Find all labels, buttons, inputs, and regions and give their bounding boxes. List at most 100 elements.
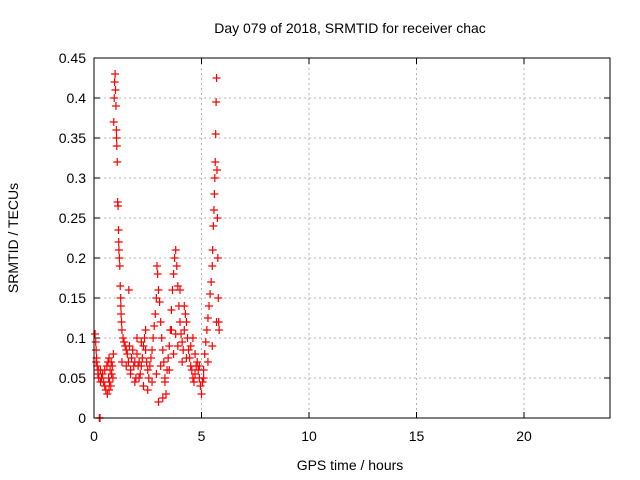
data-point: [137, 338, 146, 346]
data-point: [156, 318, 165, 326]
data-point: [160, 378, 169, 386]
data-point: [148, 378, 157, 386]
data-point: [109, 118, 118, 126]
y-tick-label: 0.35: [59, 130, 86, 146]
data-point: [116, 282, 125, 290]
data-point: [114, 238, 123, 246]
data-point: [165, 342, 174, 350]
data-point: [180, 326, 189, 334]
data-point: [208, 262, 217, 270]
x-tick-label: 0: [90, 428, 98, 444]
data-point: [208, 246, 217, 254]
data-point: [119, 334, 128, 342]
data-point: [171, 330, 180, 338]
data-point: [111, 86, 120, 94]
data-point: [91, 330, 100, 338]
data-point: [157, 334, 166, 342]
data-point: [214, 294, 223, 302]
data-point: [105, 386, 114, 394]
data-point: [188, 334, 197, 342]
x-axis-label: GPS time / hours: [297, 457, 404, 473]
data-point: [122, 362, 131, 370]
data-point: [115, 262, 124, 270]
y-tick-label: 0.2: [67, 250, 87, 266]
data-point: [114, 246, 123, 254]
data-point: [171, 246, 180, 254]
data-point: [172, 262, 181, 270]
data-point: [208, 342, 217, 350]
data-point: [115, 254, 124, 262]
data-point: [212, 318, 221, 326]
data-point: [156, 362, 165, 370]
data-point: [130, 378, 139, 386]
y-axis-label: SRMTID / TECUs: [5, 183, 21, 293]
data-point: [154, 398, 163, 406]
data-point: [211, 158, 220, 166]
data-point: [209, 222, 218, 230]
data-point: [205, 302, 214, 310]
data-point: [133, 350, 141, 358]
data-point: [116, 302, 125, 310]
data-point: [153, 270, 162, 278]
data-point: [112, 126, 121, 134]
data-point: [109, 350, 118, 358]
data-point: [213, 254, 222, 262]
data-point: [152, 262, 161, 270]
data-point: [120, 338, 129, 346]
data-point: [180, 302, 189, 310]
data-point: [209, 206, 218, 214]
data-point: [133, 334, 141, 342]
data-point: [139, 382, 148, 390]
data-point: [114, 226, 123, 234]
x-tick-label: 20: [516, 428, 532, 444]
x-tick-label: 5: [198, 428, 206, 444]
data-point: [148, 346, 157, 354]
plot-border: [93, 57, 611, 419]
data-point: [136, 370, 145, 378]
data-point: [158, 346, 167, 354]
data-point: [213, 214, 222, 222]
data-point: [126, 370, 135, 378]
data-point: [165, 366, 174, 374]
data-point: [103, 390, 112, 398]
data-point: [207, 278, 216, 286]
data-point: [107, 358, 116, 366]
data-point: [111, 102, 120, 110]
data-point: [198, 378, 207, 386]
data-point: [154, 286, 163, 294]
y-tick-label: 0.15: [59, 290, 86, 306]
x-tick-label: 15: [409, 428, 425, 444]
data-point: [123, 350, 132, 358]
data-point: [168, 286, 177, 294]
y-tick-label: 0.3: [67, 170, 87, 186]
data-point: [212, 166, 221, 174]
data-point: [200, 350, 209, 358]
y-tick-label: 0: [78, 410, 86, 426]
y-tick-label: 0.4: [67, 90, 87, 106]
data-point: [167, 326, 176, 334]
data-point: [114, 202, 123, 210]
data-point: [169, 270, 178, 278]
data-point: [173, 342, 182, 350]
data-point: [117, 326, 126, 334]
data-point: [181, 310, 190, 318]
data-point: [105, 378, 114, 386]
data-point: [155, 298, 164, 306]
data-point: [212, 74, 221, 82]
data-point: [124, 286, 133, 294]
y-tick-label: 0.1: [67, 330, 87, 346]
data-point: [146, 354, 155, 362]
data-point: [143, 386, 152, 394]
y-tick-label: 0.45: [59, 50, 86, 66]
data-point: [92, 358, 101, 366]
data-point: [164, 354, 173, 362]
data-point: [182, 318, 191, 326]
data-point: [117, 310, 126, 318]
data-point: [167, 306, 176, 314]
data-point: [170, 254, 179, 262]
data-point: [199, 374, 208, 382]
data-point: [149, 334, 158, 342]
data-point: [197, 390, 206, 398]
data-points: [91, 70, 224, 422]
